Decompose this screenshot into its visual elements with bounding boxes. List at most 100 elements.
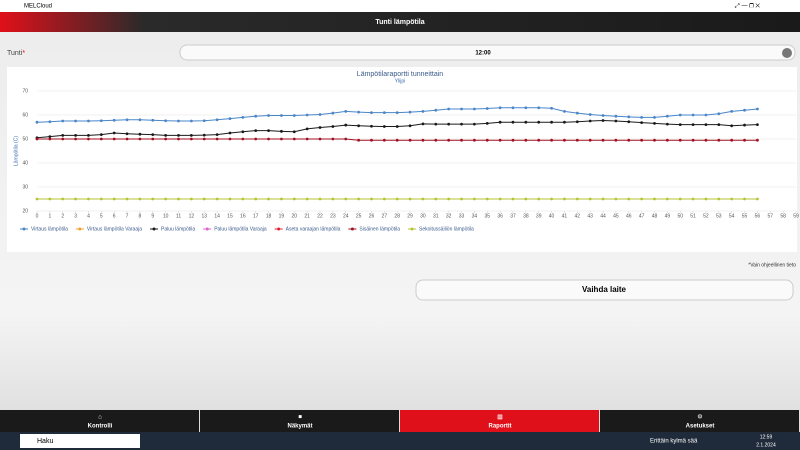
- x-tick-label: 57: [767, 213, 773, 219]
- data-point: [678, 113, 682, 117]
- data-point: [743, 138, 746, 142]
- x-tick-label: 25: [356, 213, 362, 219]
- change-device-button[interactable]: [415, 279, 794, 301]
- legend-label[interactable]: Virtaus lämpötila Varaaja: [87, 226, 142, 232]
- data-point: [215, 197, 219, 201]
- hour-dropdown[interactable]: [179, 44, 796, 61]
- data-point: [601, 114, 605, 117]
- data-point: [447, 197, 451, 201]
- data-point: [241, 116, 245, 119]
- nav-tab[interactable]: [0, 410, 199, 432]
- x-tick-label: 9: [151, 213, 154, 219]
- data-point: [164, 137, 168, 141]
- legend-marker: [152, 227, 156, 231]
- data-point: [756, 138, 759, 142]
- data-point: [665, 122, 669, 126]
- data-point: [202, 197, 206, 201]
- data-point: [421, 110, 425, 113]
- nav-tab[interactable]: [400, 410, 599, 432]
- data-point: [730, 110, 734, 113]
- data-point: [61, 137, 65, 141]
- x-tick-label: 34: [472, 213, 478, 219]
- x-tick-label: 10: [163, 213, 169, 219]
- dropdown-arrow[interactable]: [782, 48, 792, 58]
- data-point: [241, 137, 245, 141]
- legend-label[interactable]: Sekoitussäiliön lämpötila: [419, 226, 474, 232]
- data-point: [524, 138, 528, 142]
- legend-label[interactable]: Paluu lämpötila: [161, 226, 195, 232]
- data-point: [292, 197, 296, 201]
- x-tick-label: 3: [74, 213, 77, 219]
- x-tick-label: 44: [600, 213, 606, 219]
- data-point: [267, 197, 270, 201]
- data-point: [99, 197, 103, 201]
- data-point: [125, 118, 129, 122]
- window-controls[interactable]: ⤢ — ❐ ✕: [735, 3, 760, 10]
- x-tick-label: 52: [703, 213, 709, 219]
- data-point: [344, 110, 348, 113]
- legend-marker: [277, 227, 281, 231]
- data-point: [704, 138, 708, 142]
- data-point: [717, 138, 721, 142]
- data-point: [267, 129, 270, 133]
- taskbar: [0, 432, 800, 450]
- data-point: [74, 137, 77, 141]
- data-point: [524, 106, 528, 110]
- data-point: [511, 120, 515, 124]
- data-point: [485, 138, 489, 142]
- data-point: [472, 122, 476, 126]
- data-point: [614, 197, 618, 201]
- x-tick-label: 19: [279, 213, 285, 219]
- nav-icon: ▦: [497, 415, 503, 421]
- data-point: [485, 197, 489, 201]
- x-tick-label: 50: [677, 213, 683, 219]
- header-title: Tunti lämpötila: [375, 19, 424, 26]
- data-point: [74, 119, 77, 123]
- data-point: [537, 138, 541, 142]
- data-point: [382, 111, 386, 114]
- data-point: [254, 129, 258, 133]
- data-point: [434, 122, 438, 126]
- data-point: [370, 197, 373, 201]
- nav-icon: ⚙: [697, 414, 702, 421]
- data-point: [254, 114, 258, 118]
- chart-card: [7, 67, 797, 252]
- x-tick-label: 1: [48, 213, 51, 219]
- x-tick-label: 47: [639, 213, 645, 219]
- x-tick-label: 24: [343, 213, 349, 219]
- legend-label[interactable]: Virtaus lämpötila: [31, 226, 68, 232]
- data-point: [550, 106, 553, 110]
- data-point: [550, 120, 553, 124]
- y-tick-label: 50: [22, 136, 28, 142]
- x-tick-label: 58: [780, 213, 786, 219]
- x-tick-label: 37: [510, 213, 516, 219]
- data-point: [292, 137, 296, 141]
- data-point: [318, 197, 322, 201]
- x-tick-label: 7: [126, 213, 129, 219]
- data-point: [691, 113, 695, 117]
- legend-label[interactable]: Sisäinen lämpötila: [359, 226, 400, 232]
- data-point: [743, 108, 746, 112]
- data-point: [472, 107, 476, 111]
- data-point: [267, 114, 270, 117]
- legend-label[interactable]: Paluu lämpötila Varaaja: [214, 226, 267, 232]
- x-tick-label: 38: [523, 213, 529, 219]
- data-point: [344, 123, 348, 127]
- data-point: [344, 137, 348, 141]
- nav-tab[interactable]: [600, 410, 799, 432]
- legend-label[interactable]: Aseta varaajan lämpötila: [286, 226, 341, 232]
- data-point: [550, 197, 553, 201]
- data-point: [717, 112, 721, 116]
- data-point: [280, 137, 283, 141]
- search-box[interactable]: [20, 434, 140, 448]
- x-tick-label: 6: [113, 213, 116, 219]
- nav-tab[interactable]: [200, 410, 399, 432]
- data-point: [408, 138, 412, 142]
- data-point: [447, 107, 451, 111]
- data-point: [678, 123, 682, 126]
- x-tick-label: 18: [266, 213, 272, 219]
- data-point: [74, 134, 77, 137]
- x-tick-label: 15: [227, 213, 233, 219]
- data-point: [395, 197, 399, 201]
